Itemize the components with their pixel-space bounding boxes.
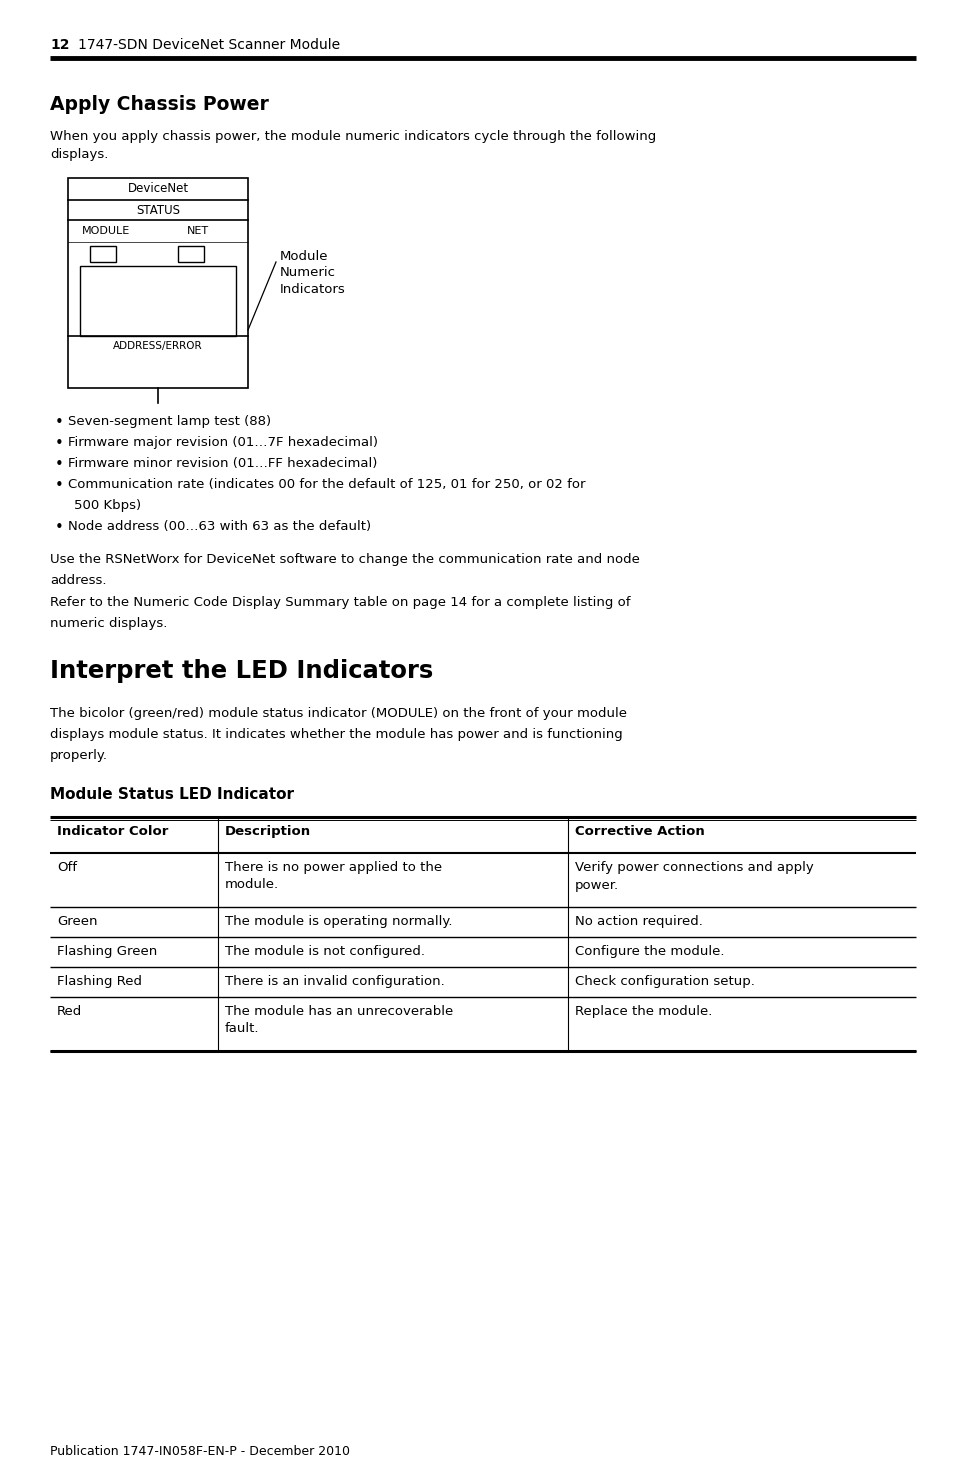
Text: There is an invalid configuration.: There is an invalid configuration. [225, 975, 444, 988]
Text: NET: NET [187, 226, 209, 236]
Text: Use the RSNetWorx for DeviceNet software to change the communication rate and no: Use the RSNetWorx for DeviceNet software… [50, 553, 639, 566]
Text: •: • [55, 521, 64, 535]
Text: STATUS: STATUS [136, 204, 180, 217]
Text: Corrective Action: Corrective Action [575, 825, 704, 838]
Text: Communication rate (indicates 00 for the default of 125, 01 for 250, or 02 for: Communication rate (indicates 00 for the… [68, 478, 585, 491]
Text: MODULE: MODULE [82, 226, 130, 236]
Text: Off: Off [57, 861, 77, 875]
Text: Publication 1747-IN058F-EN-P - December 2010: Publication 1747-IN058F-EN-P - December … [50, 1446, 350, 1457]
Text: properly.: properly. [50, 749, 108, 763]
Text: Flashing Green: Flashing Green [57, 945, 157, 957]
Text: •: • [55, 457, 64, 472]
Text: The module has an unrecoverable
fault.: The module has an unrecoverable fault. [225, 1004, 453, 1035]
Bar [80, 266, 235, 336]
Text: Description: Description [225, 825, 311, 838]
Text: The module is operating normally.: The module is operating normally. [225, 914, 452, 928]
Text: •: • [55, 437, 64, 451]
Text: DeviceNet: DeviceNet [128, 183, 189, 196]
Text: There is no power applied to the
module.: There is no power applied to the module. [225, 861, 441, 891]
Text: Verify power connections and apply
power.: Verify power connections and apply power… [575, 861, 813, 891]
Text: The module is not configured.: The module is not configured. [225, 945, 424, 957]
Text: displays module status. It indicates whether the module has power and is functio: displays module status. It indicates whe… [50, 729, 622, 740]
Text: displays.: displays. [50, 148, 109, 161]
Text: Module Status LED Indicator: Module Status LED Indicator [50, 788, 294, 802]
Text: The bicolor (green/red) module status indicator (MODULE) on the front of your mo: The bicolor (green/red) module status in… [50, 707, 626, 720]
Text: Firmware major revision (01…7F hexadecimal): Firmware major revision (01…7F hexadecim… [68, 437, 377, 448]
Text: numeric displays.: numeric displays. [50, 617, 167, 630]
Text: address.: address. [50, 574, 107, 587]
Text: Replace the module.: Replace the module. [575, 1004, 712, 1018]
Text: Indicator Color: Indicator Color [57, 825, 168, 838]
Bar [178, 246, 204, 263]
Text: 500 Kbps): 500 Kbps) [74, 499, 141, 512]
Text: Flashing Red: Flashing Red [57, 975, 142, 988]
Text: When you apply chassis power, the module numeric indicators cycle through the fo: When you apply chassis power, the module… [50, 130, 656, 143]
Text: •: • [55, 478, 64, 493]
Text: Refer to the Numeric Code Display Summary table on page 14 for a complete listin: Refer to the Numeric Code Display Summar… [50, 596, 630, 609]
Text: 12: 12 [50, 38, 70, 52]
Text: Red: Red [57, 1004, 82, 1018]
Text: Apply Chassis Power: Apply Chassis Power [50, 94, 269, 114]
Text: Green: Green [57, 914, 97, 928]
Text: Interpret the LED Indicators: Interpret the LED Indicators [50, 659, 433, 683]
Text: Node address (00…63 with 63 as the default): Node address (00…63 with 63 as the defau… [68, 521, 371, 532]
Text: No action required.: No action required. [575, 914, 702, 928]
Text: •: • [55, 414, 64, 431]
Text: Module
Numeric
Indicators: Module Numeric Indicators [280, 249, 345, 296]
Text: 1747-SDN DeviceNet Scanner Module: 1747-SDN DeviceNet Scanner Module [78, 38, 340, 52]
Text: Check configuration setup.: Check configuration setup. [575, 975, 754, 988]
Text: Firmware minor revision (01…FF hexadecimal): Firmware minor revision (01…FF hexadecim… [68, 457, 377, 471]
Text: Configure the module.: Configure the module. [575, 945, 723, 957]
Bar [68, 178, 248, 388]
Text: Seven-segment lamp test (88): Seven-segment lamp test (88) [68, 414, 271, 428]
Text: ADDRESS/ERROR: ADDRESS/ERROR [113, 341, 203, 351]
Bar [90, 246, 116, 263]
